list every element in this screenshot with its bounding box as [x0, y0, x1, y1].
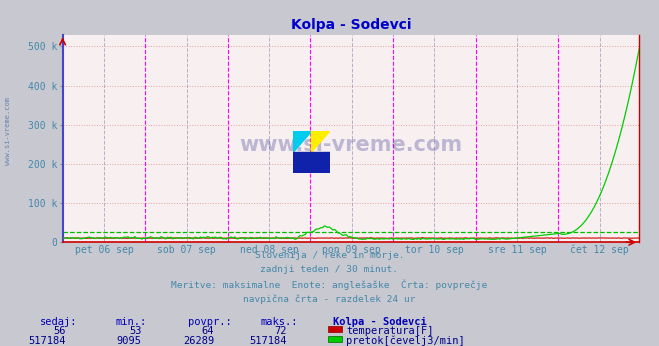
Text: 53: 53	[129, 326, 142, 336]
Text: Slovenija / reke in morje.: Slovenija / reke in morje.	[255, 251, 404, 260]
Text: Meritve: maksimalne  Enote: anglešaške  Črta: povprečje: Meritve: maksimalne Enote: anglešaške Čr…	[171, 280, 488, 290]
Text: navpična črta - razdelek 24 ur: navpična črta - razdelek 24 ur	[243, 294, 416, 304]
Text: Kolpa - Sodevci: Kolpa - Sodevci	[333, 317, 426, 327]
Text: 517184: 517184	[28, 336, 66, 346]
Text: 9095: 9095	[117, 336, 142, 346]
Text: 56: 56	[53, 326, 66, 336]
Text: maks.:: maks.:	[260, 317, 298, 327]
Title: Kolpa - Sodevci: Kolpa - Sodevci	[291, 18, 411, 32]
Polygon shape	[312, 152, 330, 173]
Text: 64: 64	[202, 326, 214, 336]
Text: temperatura[F]: temperatura[F]	[346, 326, 434, 336]
Polygon shape	[312, 131, 330, 152]
Text: povpr.:: povpr.:	[188, 317, 231, 327]
Text: www.si-vreme.com: www.si-vreme.com	[5, 98, 11, 165]
Text: pretok[čevelj3/min]: pretok[čevelj3/min]	[346, 336, 465, 346]
Text: zadnji teden / 30 minut.: zadnji teden / 30 minut.	[260, 265, 399, 274]
Polygon shape	[293, 131, 312, 152]
Text: 26289: 26289	[183, 336, 214, 346]
Text: 72: 72	[274, 326, 287, 336]
Text: www.si-vreme.com: www.si-vreme.com	[239, 135, 463, 155]
Text: sedaj:: sedaj:	[40, 317, 77, 327]
Polygon shape	[293, 152, 312, 173]
Text: min.:: min.:	[115, 317, 146, 327]
Text: 517184: 517184	[249, 336, 287, 346]
